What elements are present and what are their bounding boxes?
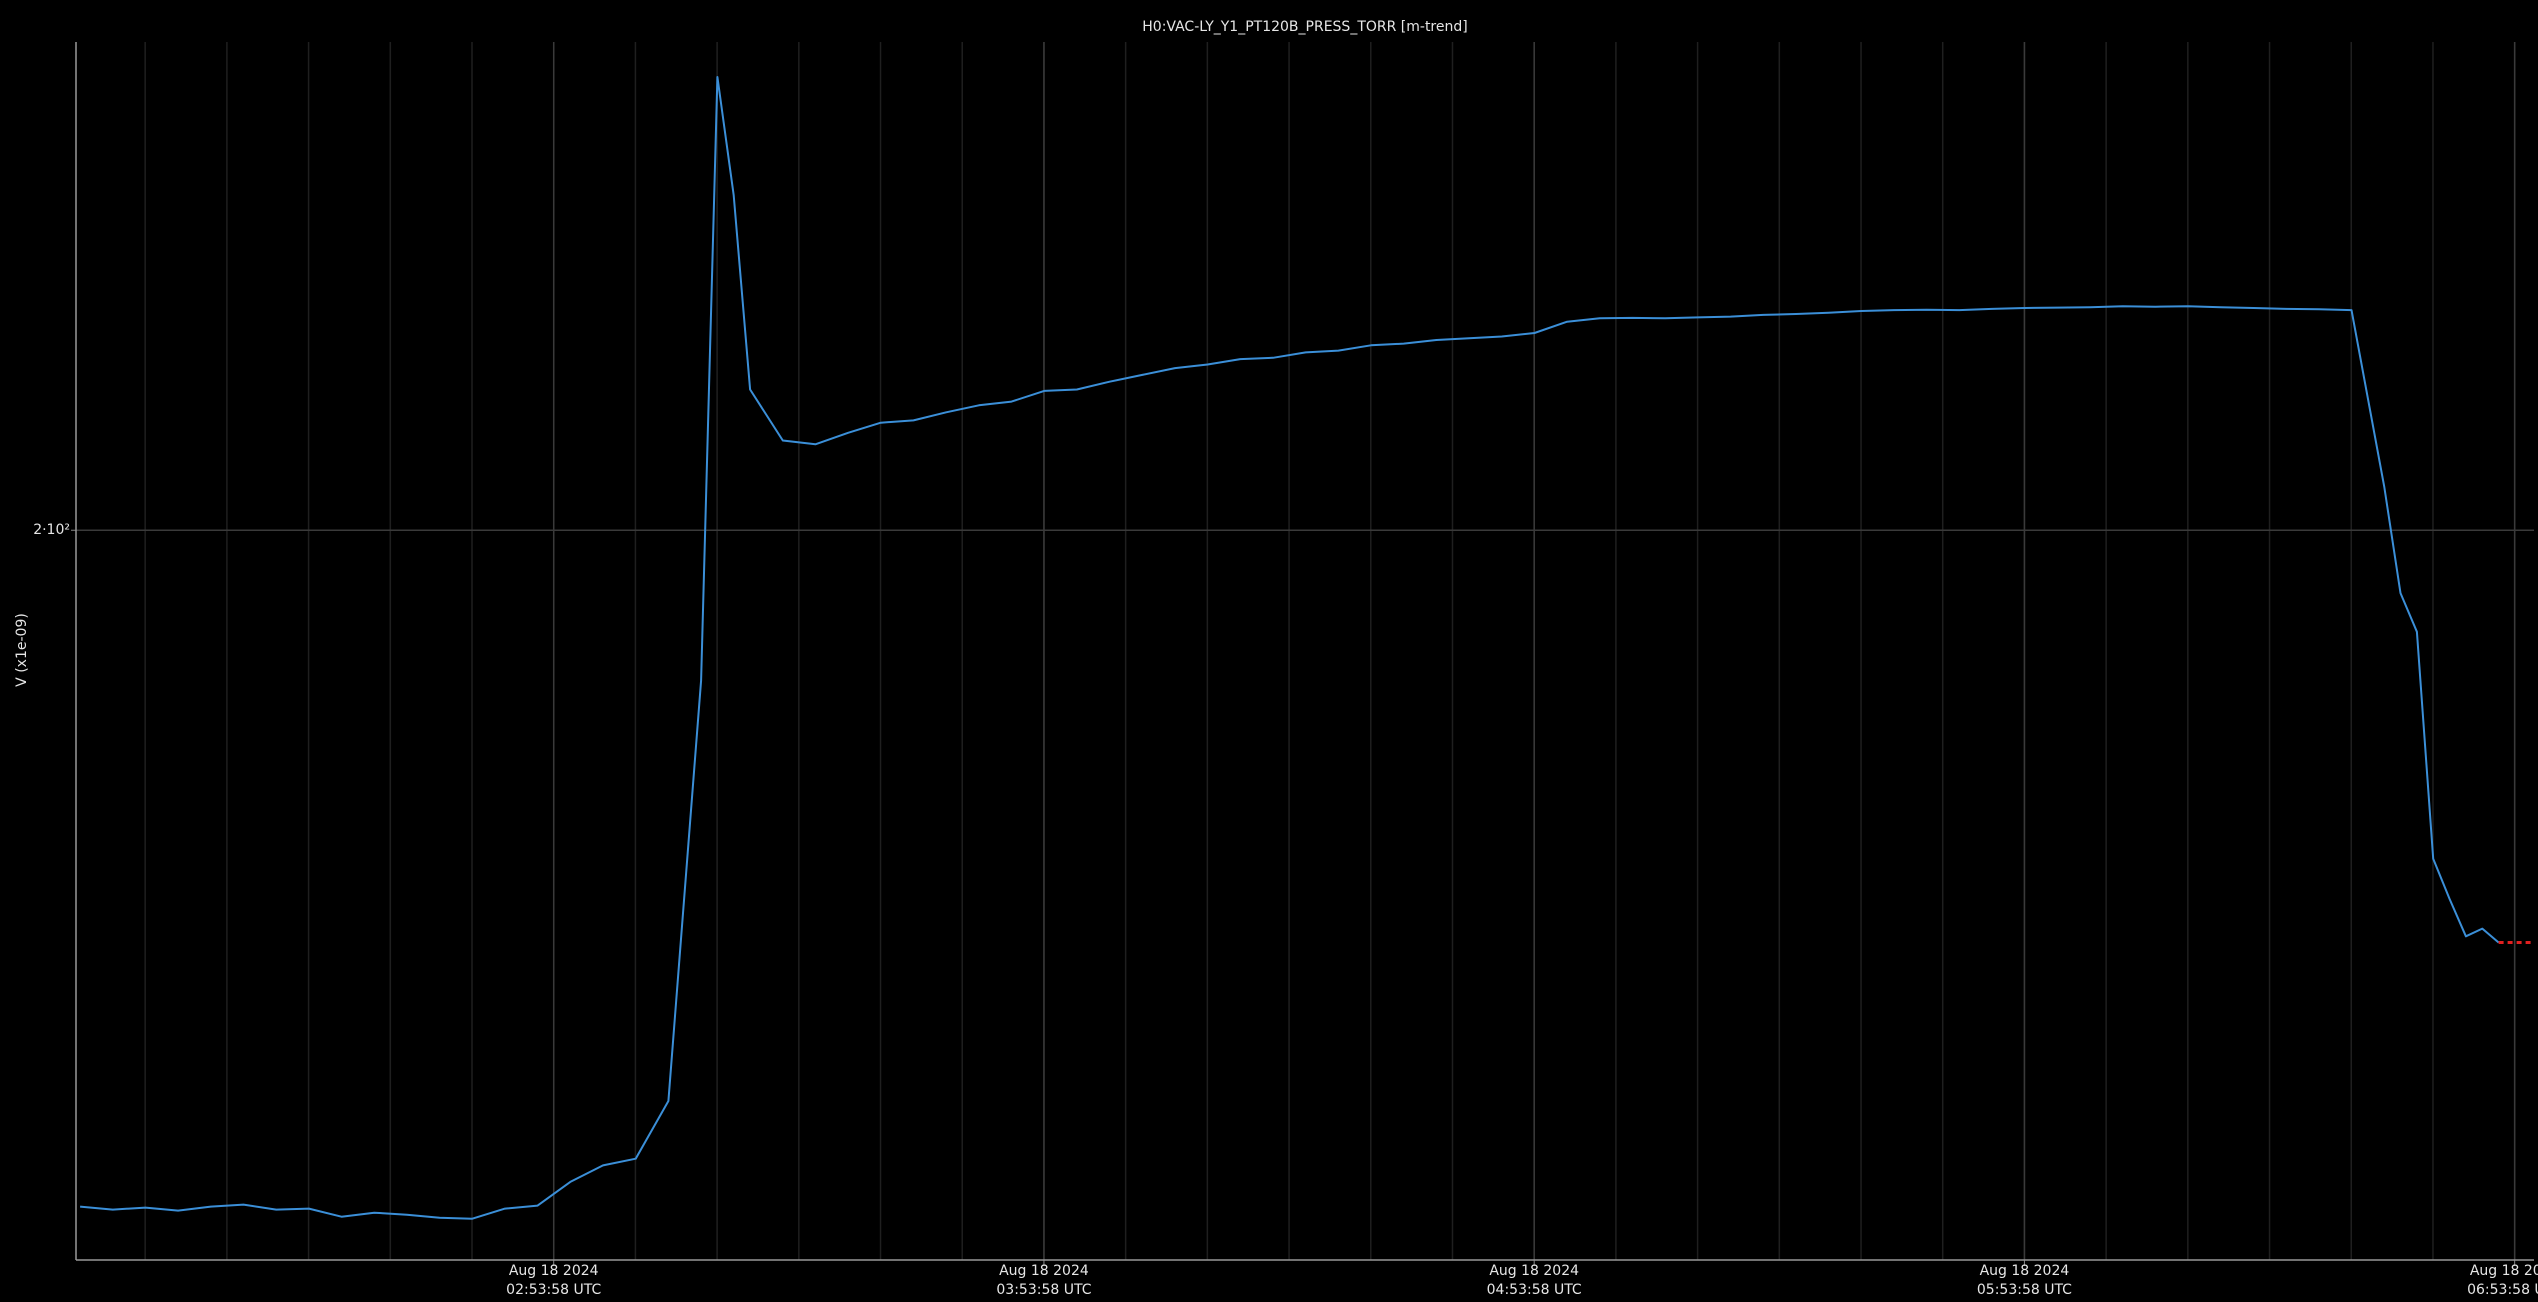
x-tick-label: Aug 18 2024 bbox=[509, 1263, 599, 1279]
x-tick-label: 05:53:58 UTC bbox=[1977, 1282, 2072, 1298]
x-tick-label: Aug 18 2024 bbox=[999, 1263, 1089, 1279]
x-tick-label: 03:53:58 UTC bbox=[996, 1282, 1091, 1298]
y-tick-label: 2·10² bbox=[33, 522, 70, 538]
x-tick-label: 06:53:58 UTC bbox=[2467, 1282, 2538, 1298]
x-tick-label: 04:53:58 UTC bbox=[1487, 1282, 1582, 1298]
x-tick-label: Aug 18 2024 bbox=[1489, 1263, 1579, 1279]
x-tick-label: Aug 18 2024 bbox=[1980, 1263, 2070, 1279]
y-axis-label: V (x1e-09) bbox=[14, 613, 30, 687]
x-tick-label: Aug 18 2024 bbox=[2470, 1263, 2538, 1279]
x-tick-label: 02:53:58 UTC bbox=[506, 1282, 601, 1298]
chart-title: H0:VAC-LY_Y1_PT120B_PRESS_TORR [m-trend] bbox=[1142, 19, 1467, 35]
data-line bbox=[80, 76, 2500, 1220]
